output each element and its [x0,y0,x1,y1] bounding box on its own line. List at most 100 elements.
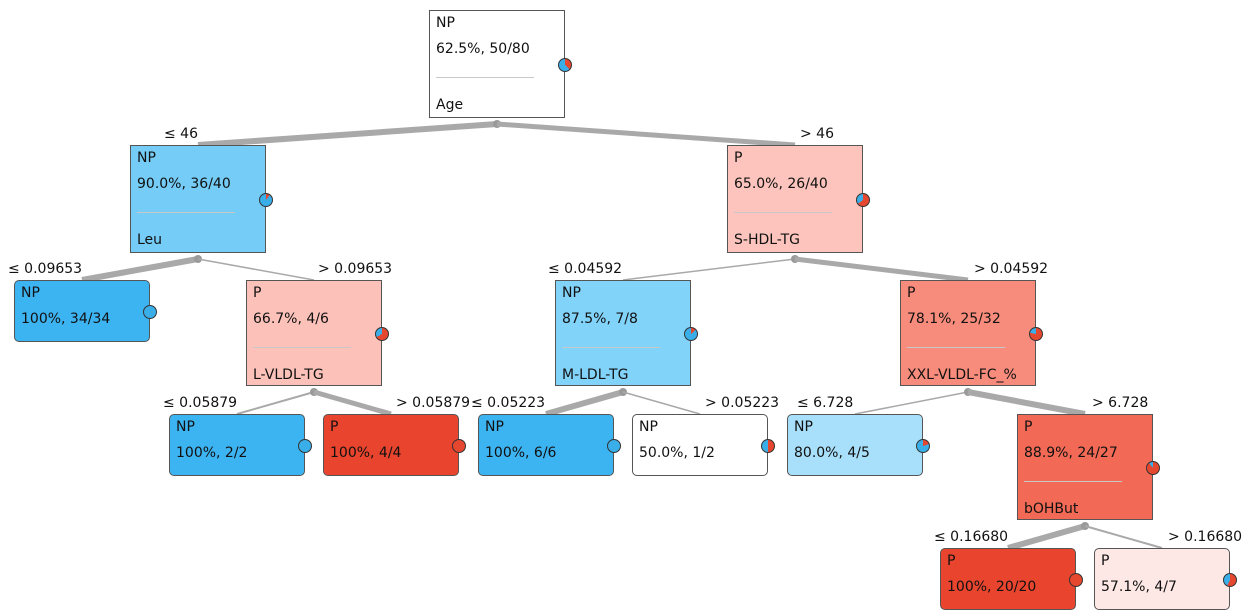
node-class: P [734,150,743,166]
edge-label: ≤ 0.04592 [548,261,623,277]
node-separator [137,212,235,213]
class-distribution-pie [259,193,273,207]
node-separator [562,347,660,348]
tree-leaf[interactable]: NP 100%, 34/34 [14,280,157,342]
node-class: NP [794,419,813,435]
tree-node-root[interactable]: NP 62.5%, 50/80 Age [429,10,572,118]
node-split-attribute: Leu [137,232,163,248]
node-separator [436,77,534,78]
edge-label: ≤ 0.09653 [8,261,83,277]
tree-leaf[interactable]: P 100%, 4/4 [323,414,466,476]
node-class: P [1101,553,1110,569]
node-split-attribute: Age [436,97,464,113]
edge-label: > 46 [800,126,834,142]
tree-node-s-hdl-tg[interactable]: P 65.0%, 26/40 S-HDL-TG [727,145,870,253]
tree-edge [496,121,796,148]
node-class: NP [21,285,40,301]
class-distribution-pie [607,439,621,453]
node-class: NP [137,150,156,166]
tree-leaf[interactable]: P 57.1%, 4/7 [1094,548,1237,610]
edge-label: ≤ 0.05879 [163,395,238,411]
edge-label: ≤ 0.05223 [471,395,546,411]
class-distribution-pie [684,327,698,341]
node-split-attribute: L-VLDL-TG [253,367,324,383]
node-class: P [907,285,916,301]
tree-edge [854,391,969,415]
node-separator [907,347,1005,348]
edge-label: ≤ 0.16680 [934,529,1009,545]
node-stat: 80.0%, 4/5 [794,445,870,461]
node-class: P [947,553,956,569]
tree-node-l-vldl-tg[interactable]: P 66.7%, 4/6 L-VLDL-TG [246,280,389,386]
node-split-attribute: M-LDL-TG [562,367,629,383]
tree-node-m-ldl-tg[interactable]: NP 87.5%, 7/8 M-LDL-TG [555,280,698,386]
class-distribution-pie [558,58,572,72]
node-stat: 57.1%, 4/7 [1101,579,1177,595]
node-class: NP [639,419,658,435]
node-stat: 66.7%, 4/6 [253,311,329,327]
node-split-attribute: S-HDL-TG [734,232,800,248]
node-split-attribute: bOHBut [1024,501,1079,517]
tree-leaf[interactable]: NP 100%, 2/2 [169,414,312,476]
tree-edge [794,256,969,283]
tree-edge [81,256,199,283]
edge-label: ≤ 46 [164,126,198,142]
edge-label: > 0.04592 [974,261,1049,277]
edge-label: > 0.05879 [396,395,471,411]
tree-edge [197,121,498,148]
node-stat: 78.1%, 25/32 [907,311,1001,327]
class-distribution-pie [298,439,312,453]
node-stat: 87.5%, 7/8 [562,311,638,327]
tree-node-xxl-vldl-fc[interactable]: P 78.1%, 25/32 XXL-VLDL-FC_% [900,280,1043,386]
node-stat: 50.0%, 1/2 [639,445,715,461]
tree-edge [967,389,1086,417]
node-stat: 100%, 20/20 [947,579,1037,595]
tree-leaf[interactable]: NP 100%, 6/6 [478,414,621,476]
edge-label: > 0.16680 [1168,529,1243,545]
tree-edge [1007,523,1086,551]
edge-label: > 6.728 [1092,395,1149,411]
class-distribution-pie [1146,461,1160,475]
edge-label: > 0.09653 [318,261,393,277]
node-separator [1024,481,1122,482]
node-class: P [330,419,339,435]
class-distribution-pie [856,193,870,207]
tree-leaf[interactable]: P 100%, 20/20 [940,548,1083,610]
class-distribution-pie [452,439,466,453]
edge-label: ≤ 6.728 [797,395,854,411]
node-stat: 100%, 2/2 [176,445,248,461]
tree-edge [1084,525,1163,549]
node-class: NP [176,419,195,435]
tree-node-leu[interactable]: NP 90.0%, 36/40 Leu [130,145,273,253]
node-separator [734,212,832,213]
class-distribution-pie [1223,573,1237,587]
class-distribution-pie [143,305,157,319]
class-distribution-pie [916,439,930,453]
node-class: NP [485,419,504,435]
node-class: P [253,285,262,301]
tree-edge [313,389,392,417]
class-distribution-pie [375,327,389,341]
tree-edge [545,389,624,417]
tree-leaf[interactable]: NP 80.0%, 4/5 [787,414,930,476]
edge-label: > 0.05223 [705,395,780,411]
node-stat: 100%, 6/6 [485,445,557,461]
class-distribution-pie [1069,573,1083,587]
tree-leaf[interactable]: NP 50.0%, 1/2 [632,414,775,476]
node-stat: 65.0%, 26/40 [734,176,828,192]
node-stat: 90.0%, 36/40 [137,176,231,192]
node-stat: 100%, 4/4 [330,445,402,461]
node-class: NP [562,285,581,301]
node-stat: 100%, 34/34 [21,311,111,327]
tree-edge [622,391,701,415]
node-stat: 62.5%, 50/80 [436,41,530,57]
tree-edge [622,258,796,281]
tree-edge [236,391,315,415]
class-distribution-pie [1029,327,1043,341]
node-split-attribute: XXL-VLDL-FC_% [907,367,1017,383]
node-class: P [1024,419,1033,435]
class-distribution-pie [761,439,775,453]
node-stat: 88.9%, 24/27 [1024,445,1118,461]
tree-node-bohbut[interactable]: P 88.9%, 24/27 bOHBut [1017,414,1160,520]
